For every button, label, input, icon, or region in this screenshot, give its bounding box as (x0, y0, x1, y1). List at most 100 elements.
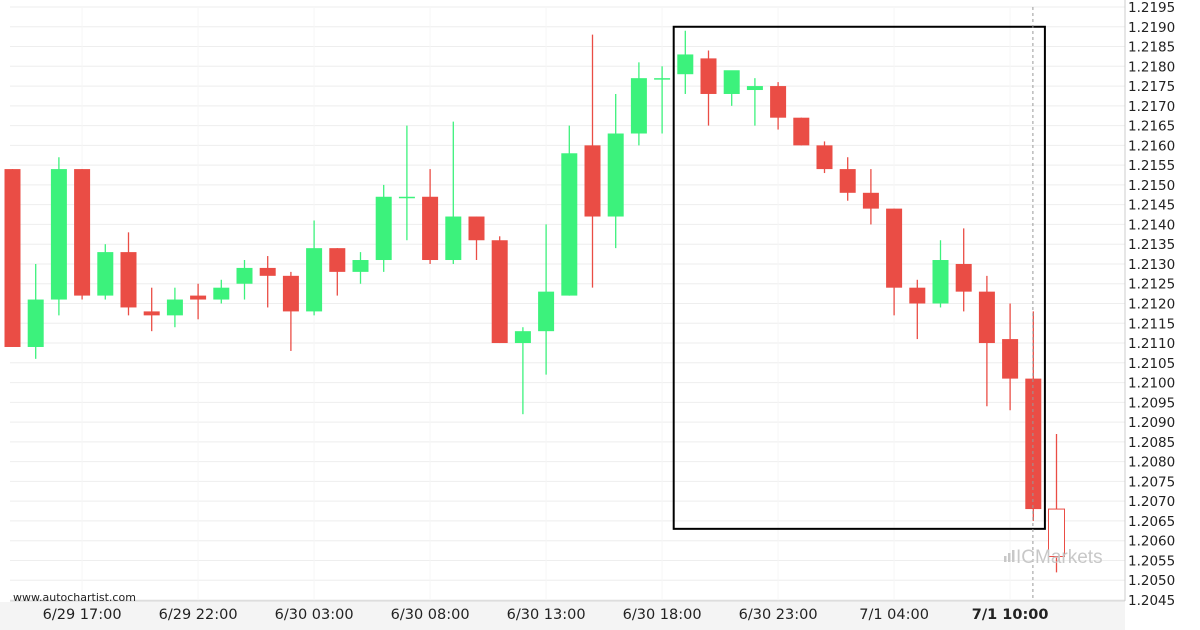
candle-body (375, 196, 392, 261)
candle (978, 275, 995, 407)
x-tick-label: 6/30 03:00 (275, 607, 354, 623)
y-tick-label: 1.2110 (1128, 336, 1175, 352)
y-tick-label: 1.2125 (1128, 277, 1175, 293)
candle (74, 169, 91, 300)
y-tick-label: 1.2185 (1128, 40, 1175, 56)
candle-body (398, 196, 415, 199)
candle (27, 263, 44, 359)
x-tick-label: 6/29 22:00 (159, 607, 238, 623)
x-tick-label: 6/29 17:00 (43, 607, 122, 623)
y-tick-label: 1.2105 (1128, 356, 1175, 372)
y-tick-label: 1.2070 (1128, 494, 1175, 510)
candle (213, 279, 230, 304)
candle (932, 240, 949, 308)
candle (630, 62, 647, 146)
y-tick-label: 1.2060 (1128, 534, 1175, 550)
x-axis-band (0, 602, 1125, 630)
candle (909, 279, 926, 340)
candle-body (236, 267, 253, 284)
x-axis: 6/29 17:00 6/29 22:00 6/30 03:00 6/30 08:00… (43, 607, 1049, 623)
candle-body (329, 248, 346, 272)
candle-body (143, 311, 160, 316)
candle-body (886, 208, 903, 288)
brand-bar-icon (1004, 556, 1007, 562)
candle (236, 260, 253, 300)
y-tick-label: 1.2175 (1128, 79, 1175, 95)
candle (398, 125, 415, 241)
candle-body (27, 299, 44, 347)
candle (793, 117, 810, 146)
candle (955, 228, 972, 312)
candle-body (259, 267, 276, 276)
candle-body (862, 192, 879, 209)
candle-body (445, 216, 462, 261)
candle (1002, 303, 1019, 411)
y-tick-label: 1.2195 (1128, 0, 1175, 16)
candle-body (700, 58, 717, 94)
x-tick-label: 6/30 13:00 (507, 607, 586, 623)
y-tick-label: 1.2165 (1128, 119, 1175, 135)
candle (700, 50, 717, 126)
brand-text: ICMarkets (1016, 547, 1103, 568)
candle-body (120, 252, 137, 308)
candle-body (97, 252, 114, 296)
pattern-box (672, 25, 1046, 530)
candle (862, 169, 879, 225)
candle (1048, 433, 1065, 573)
candle-body (166, 299, 183, 316)
candle-body (630, 78, 647, 134)
candle (166, 287, 183, 328)
candle-body (770, 86, 787, 118)
x-tick-label: 6/30 23:00 (739, 607, 818, 623)
candle-body (1048, 508, 1065, 558)
candle (306, 220, 323, 316)
candle (259, 256, 276, 308)
candle (514, 327, 531, 415)
candle-body (654, 78, 671, 80)
y-tick-label: 1.2075 (1128, 474, 1175, 490)
y-tick-label: 1.2055 (1128, 553, 1175, 569)
candle (723, 70, 740, 106)
candle (816, 141, 833, 174)
brand-bar-icon (1008, 553, 1011, 562)
brand-logo: ICMarkets (1004, 547, 1103, 568)
y-tick-label: 1.2120 (1128, 297, 1175, 313)
candle (375, 184, 392, 272)
candle (282, 271, 299, 351)
candle (677, 30, 694, 94)
candle-body (955, 263, 972, 292)
candle-body (1002, 339, 1019, 379)
candle-body (50, 169, 67, 300)
candle-body (213, 287, 230, 300)
candle (538, 224, 555, 375)
x-tick-label: 6/30 18:00 (623, 607, 702, 623)
candle-body (4, 169, 21, 347)
y-tick-label: 1.2155 (1128, 158, 1175, 174)
y-tick-label: 1.2065 (1128, 514, 1175, 530)
y-tick-label: 1.2095 (1128, 395, 1175, 411)
candle (839, 157, 856, 201)
candle (491, 236, 508, 344)
y-tick-label: 1.2130 (1128, 257, 1175, 273)
candle-body (978, 291, 995, 344)
candle-body (306, 248, 323, 312)
y-tick-label: 1.2150 (1128, 178, 1175, 194)
candle-body (491, 240, 508, 344)
candle-body (1025, 378, 1042, 510)
candle-body (190, 295, 207, 300)
candle-body (538, 291, 555, 332)
y-tick-label: 1.2100 (1128, 376, 1175, 392)
y-axis: 1.2195 1.2190 1.2185 1.2180 1.2175 1.2170 1.21… (1128, 0, 1175, 609)
candle (654, 66, 671, 134)
candle-body (909, 287, 926, 304)
candle (352, 252, 369, 284)
candle (886, 208, 903, 316)
candle (445, 121, 462, 264)
y-tick-label: 1.2050 (1128, 573, 1175, 589)
y-tick-label: 1.2160 (1128, 138, 1175, 154)
y-tick-label: 1.2135 (1128, 237, 1175, 253)
y-tick-label: 1.2170 (1128, 99, 1175, 115)
y-tick-label: 1.2180 (1128, 59, 1175, 75)
candle-body (514, 331, 531, 344)
y-tick-label: 1.2085 (1128, 435, 1175, 451)
